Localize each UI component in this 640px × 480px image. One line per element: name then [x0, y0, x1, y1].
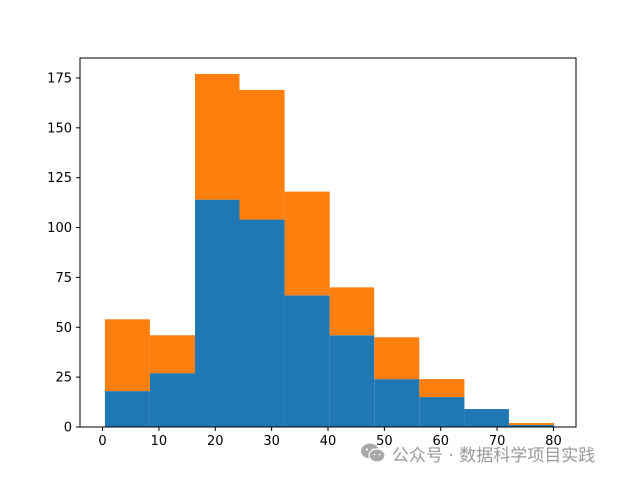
y-tick-label: 50	[55, 321, 72, 336]
bar-series2-bin4	[239, 89, 285, 220]
x-tick-label: 70	[489, 434, 506, 449]
bar-series1-bin4	[239, 219, 285, 427]
x-tick-label: 10	[151, 434, 168, 449]
bar-series2-bin1	[104, 319, 150, 392]
bars-layer	[104, 73, 555, 427]
x-tick-label: 80	[545, 434, 562, 449]
x-tick-label: 30	[263, 434, 280, 449]
watermark-text: 公众号 · 数据科学项目实践	[392, 445, 596, 466]
bar-series2-bin7	[374, 337, 420, 380]
y-tick-label: 125	[47, 171, 72, 186]
x-tick-label: 60	[432, 434, 449, 449]
bar-series1-bin10	[508, 425, 555, 427]
bar-series1-bin2	[149, 373, 195, 427]
bar-series1-bin1	[104, 391, 150, 427]
bar-series2-bin3	[194, 73, 240, 200]
axes-layer: 0 10 20 30 40 50 60 70 80 0 25 50 75 100 125 150 175	[47, 57, 577, 449]
x-tick-label: 50	[376, 434, 393, 449]
bar-series1-bin9	[464, 409, 509, 427]
bar-series2-bin10	[508, 423, 555, 426]
x-tick-label: 40	[320, 434, 337, 449]
y-tick-label: 175	[47, 71, 72, 86]
bar-series2-bin6	[329, 287, 375, 336]
watermark: 公众号 · 数据科学项目实践	[360, 441, 596, 466]
y-tick-label: 100	[47, 221, 72, 236]
wechat-icon	[361, 443, 386, 463]
bar-series1-bin7	[374, 379, 420, 427]
bar-series2-bin5	[284, 191, 330, 296]
bar-series1-bin3	[194, 199, 240, 427]
y-tick-label: 75	[55, 271, 72, 286]
y-tick-label: 0	[64, 421, 72, 436]
bar-series2-bin8	[419, 379, 465, 398]
bar-series1-bin6	[329, 335, 375, 427]
x-tick-label: 20	[207, 434, 224, 449]
x-tick-label: 0	[98, 434, 106, 449]
bar-series2-bin2	[149, 335, 195, 374]
y-tick-label: 25	[55, 371, 72, 386]
y-tick-label: 150	[47, 121, 72, 136]
bar-series1-bin8	[419, 397, 465, 427]
bar-series1-bin5	[284, 295, 330, 427]
